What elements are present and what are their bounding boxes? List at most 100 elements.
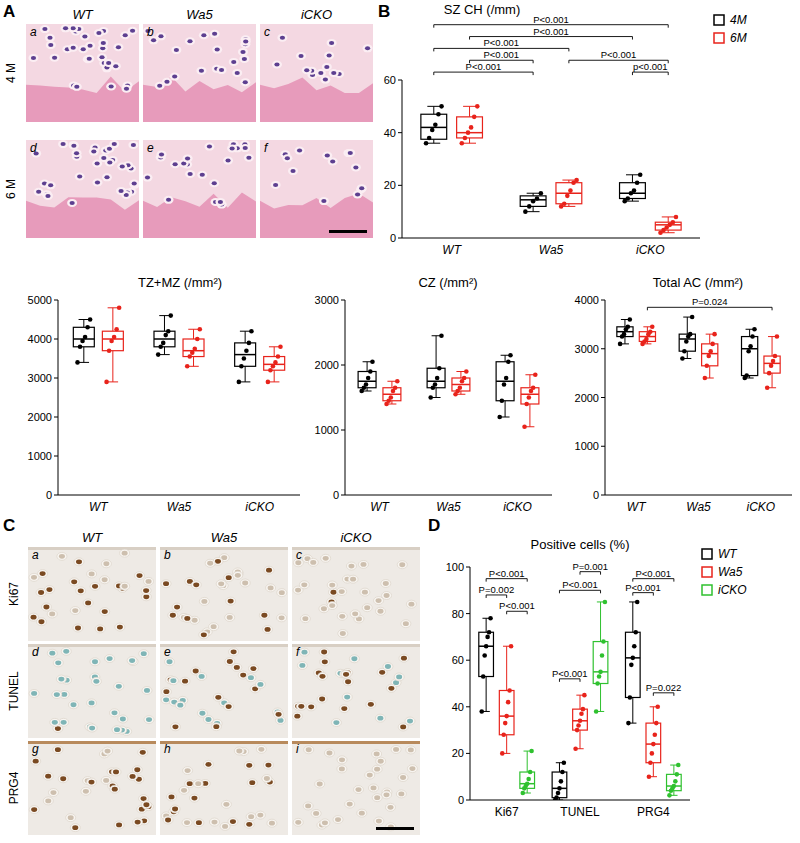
cell <box>170 678 176 683</box>
nucleus <box>323 78 328 82</box>
p-value: P<0.001 <box>483 49 519 60</box>
nucleus <box>104 175 109 179</box>
nucleus <box>172 75 177 79</box>
y-tick-label: 20 <box>452 747 464 759</box>
y-tick-label: 60 <box>384 74 396 86</box>
lacuna <box>324 749 334 757</box>
data-point <box>395 379 400 384</box>
whisker <box>83 320 84 328</box>
data-point <box>565 194 570 199</box>
lacuna <box>382 591 392 599</box>
cell <box>348 564 354 569</box>
cell <box>68 815 74 820</box>
whisker <box>668 217 669 222</box>
lacuna <box>363 44 373 52</box>
plot-area <box>358 333 539 429</box>
cell <box>201 632 207 637</box>
lacuna <box>111 62 121 70</box>
lacuna <box>399 654 409 662</box>
lacuna <box>112 726 122 734</box>
lacuna <box>225 613 235 621</box>
data-point <box>247 341 252 346</box>
cell <box>33 759 39 764</box>
nucleus <box>329 41 334 45</box>
nucleus <box>96 31 101 35</box>
data-point <box>628 317 633 322</box>
lacuna <box>191 581 201 589</box>
cell <box>371 786 377 791</box>
data-point <box>439 333 444 338</box>
cell <box>340 631 346 636</box>
category-label: Wa5 <box>167 500 192 514</box>
lacuna <box>87 778 97 786</box>
lacuna <box>69 701 79 709</box>
data-point <box>436 112 441 117</box>
cell <box>31 575 37 580</box>
whisker <box>533 206 534 211</box>
cell <box>313 811 319 816</box>
p-value: p<0.001 <box>633 61 668 72</box>
lacuna <box>256 745 266 753</box>
p-value: P<0.001 <box>625 582 661 593</box>
box <box>655 222 681 230</box>
cell <box>130 774 136 779</box>
nucleus <box>243 146 248 150</box>
cell <box>385 664 391 669</box>
cell <box>339 614 345 619</box>
cell <box>72 825 78 830</box>
data-point <box>773 354 778 359</box>
lacuna <box>299 581 309 589</box>
data-point <box>433 122 438 127</box>
nucleus <box>124 87 129 91</box>
cell <box>76 559 82 564</box>
data-point <box>595 681 600 686</box>
cell <box>193 669 199 674</box>
whisker <box>274 370 275 382</box>
lacuna <box>197 171 207 179</box>
cell <box>246 822 252 827</box>
cell <box>339 767 345 772</box>
lacuna <box>89 148 99 156</box>
lacuna <box>70 824 80 832</box>
lacuna <box>296 52 306 60</box>
data-point <box>278 345 283 350</box>
nucleus <box>240 50 245 54</box>
data-point <box>523 209 528 214</box>
nucleus <box>31 56 36 60</box>
lacuna <box>271 181 281 189</box>
lacuna <box>84 55 94 63</box>
lacuna <box>263 761 273 769</box>
data-point <box>163 333 168 338</box>
cell <box>227 659 233 664</box>
cell <box>46 587 52 592</box>
lacuna <box>143 174 153 182</box>
micrograph <box>160 644 288 738</box>
lacuna <box>58 775 68 783</box>
x-axis <box>605 495 792 496</box>
y-tick-label: 80 <box>452 608 464 620</box>
cell <box>341 706 347 711</box>
data-point <box>500 751 505 756</box>
lacuna <box>68 141 78 149</box>
cell <box>122 584 128 589</box>
data-point <box>676 763 681 768</box>
nucleus <box>215 48 220 52</box>
lacuna <box>240 78 250 86</box>
cell <box>78 588 84 593</box>
nucleus <box>120 165 125 169</box>
data-point <box>75 360 80 365</box>
nucleus <box>330 160 335 164</box>
cell <box>222 824 228 829</box>
micrograph <box>292 644 420 738</box>
tissue <box>260 24 373 122</box>
p-value: P<0.001 <box>483 37 519 48</box>
lacuna <box>92 178 102 186</box>
data-point <box>88 317 93 322</box>
data-point <box>525 781 530 786</box>
data-point <box>651 742 656 747</box>
whisker-cap <box>79 362 89 363</box>
whisker <box>436 388 437 398</box>
nucleus <box>212 32 217 36</box>
whisker <box>529 375 530 388</box>
plot-area <box>617 315 780 390</box>
